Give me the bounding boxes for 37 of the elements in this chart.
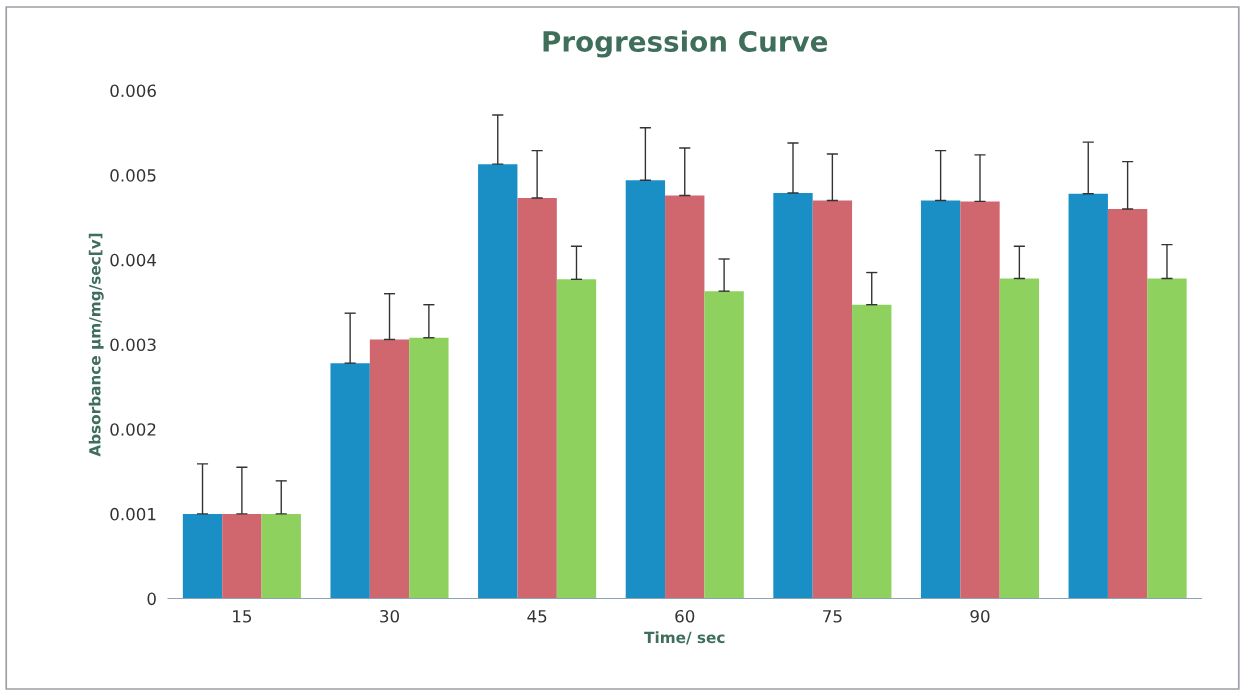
- bar: [1068, 193, 1108, 599]
- bar: [704, 291, 744, 599]
- x-tick-label: 30: [380, 609, 399, 623]
- bar: [852, 304, 892, 599]
- bar: [409, 337, 449, 599]
- x-tick-label: 45: [527, 610, 547, 623]
- bar: [478, 164, 518, 599]
- x-tick-label: 90: [970, 609, 990, 623]
- bar: [517, 198, 557, 599]
- x-axis-title: Time/ sec: [644, 631, 725, 645]
- bar: [665, 195, 705, 599]
- chart-title: Progression Curve: [543, 30, 828, 58]
- bar: [1107, 209, 1148, 599]
- bar: [182, 513, 223, 599]
- bar: [773, 192, 813, 599]
- bar: [999, 278, 1040, 599]
- bar: [1147, 278, 1187, 599]
- y-tick-label: 0.006: [110, 84, 156, 98]
- x-tick-label: 75: [823, 610, 842, 623]
- y-axis-title: Absorbance µm/mg/sec[v]: [88, 233, 104, 457]
- y-tick-label: 0.003: [110, 338, 156, 352]
- bar: [812, 200, 853, 599]
- y-tick-label: 0.004: [110, 253, 157, 267]
- bar: [556, 279, 597, 599]
- bar: [920, 200, 961, 599]
- y-tick-label: 0.005: [110, 169, 156, 182]
- bar: [261, 513, 301, 599]
- bar: [625, 180, 666, 599]
- y-tick-label: 0: [147, 592, 156, 606]
- bar: [369, 339, 410, 599]
- y-tick-label: 0.002: [110, 423, 156, 436]
- y-tick-label: 0.001: [110, 507, 156, 521]
- bar: [960, 201, 1000, 599]
- bar: [330, 363, 370, 599]
- x-tick-label: 15: [233, 610, 252, 623]
- bar: [222, 513, 262, 599]
- x-tick-label: 60: [675, 609, 695, 623]
